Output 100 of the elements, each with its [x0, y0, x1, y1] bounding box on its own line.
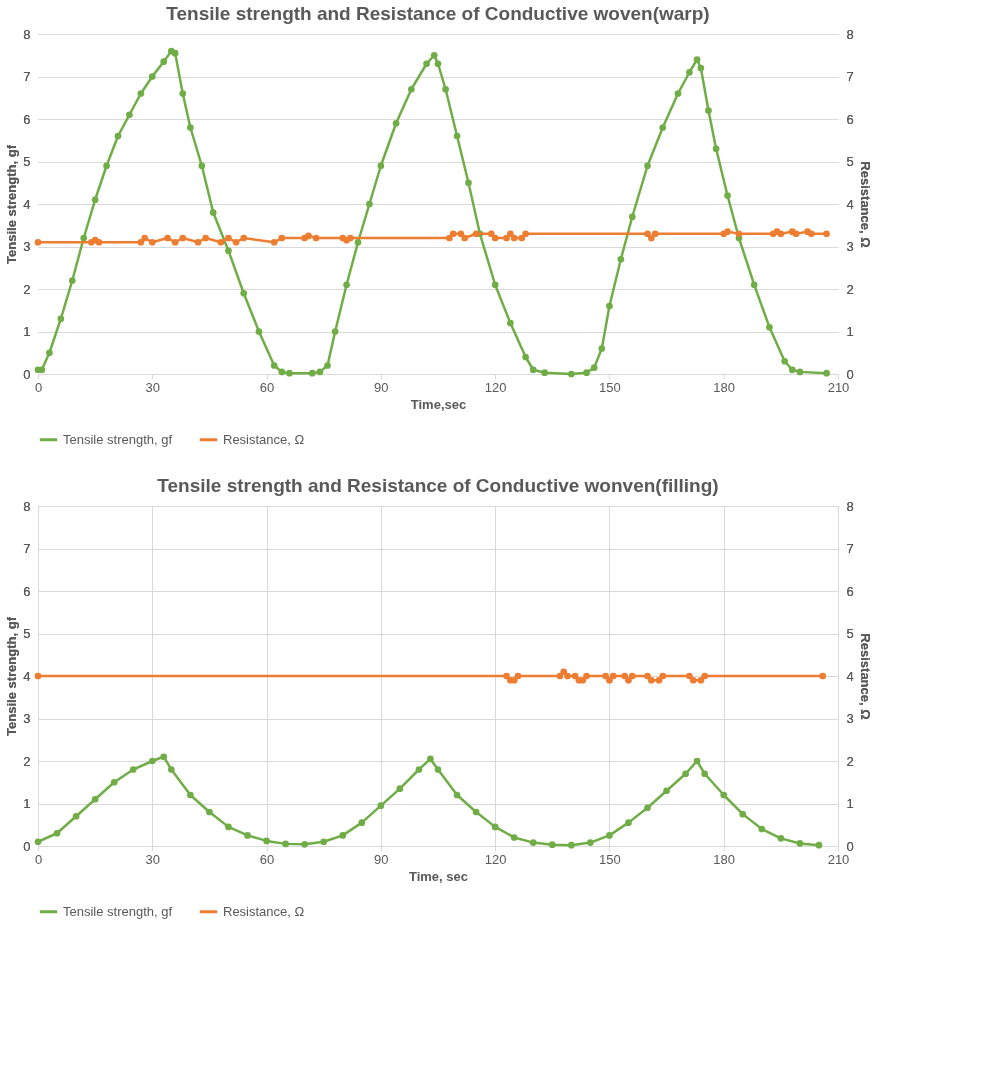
y-tick-label: 7	[23, 541, 31, 556]
point	[427, 755, 434, 763]
point	[167, 766, 175, 773]
x-axis-title: Time,sec	[410, 396, 467, 412]
y2-tick-label: 7	[846, 541, 854, 556]
point	[110, 778, 118, 786]
point	[72, 812, 80, 820]
y2-tick-label: 6	[846, 583, 854, 599]
y2-tick-label: 3	[846, 239, 854, 254]
point	[225, 823, 232, 831]
point	[91, 795, 99, 803]
x-tick-label: 60	[259, 379, 275, 395]
point	[693, 757, 701, 765]
x-axis-title: Time, sec	[408, 868, 469, 884]
x-tick-label: 150	[599, 379, 621, 395]
point	[187, 791, 194, 799]
x-tick-label: 90	[374, 851, 389, 867]
x-tick-label: 210	[827, 851, 850, 867]
x-tick-label: 30	[145, 851, 161, 867]
point	[815, 841, 823, 849]
y2-axis-title: Resistance, Ω	[857, 633, 873, 720]
y-tick-label: 8	[23, 26, 31, 42]
x-tick-label: 60	[259, 851, 275, 867]
y-tick-label: 1	[23, 796, 31, 811]
y2-tick-label: 6	[846, 111, 854, 127]
point	[320, 838, 328, 846]
point	[644, 804, 651, 812]
point	[758, 825, 766, 833]
point	[701, 770, 709, 778]
point	[625, 819, 632, 826]
x-tick-label: 120	[484, 379, 507, 395]
point	[301, 840, 309, 848]
x-tick-label: 180	[713, 851, 736, 867]
x-tick-label: 0	[34, 379, 43, 395]
y2-tick-label: 8	[846, 26, 854, 42]
point	[396, 785, 404, 792]
y-tick-label: 6	[23, 111, 31, 127]
y2-tick-label: 4	[846, 196, 854, 212]
legend-label: Resistance, Ω	[223, 431, 305, 447]
y-tick-label: 8	[23, 498, 31, 514]
point	[160, 753, 168, 761]
y-axis-title: Tensile strength, gf	[4, 616, 20, 736]
point	[148, 757, 156, 765]
y-tick-label: 2	[23, 753, 31, 769]
y-tick-label: 6	[23, 583, 31, 599]
point	[548, 841, 556, 849]
y-tick-label: 5	[23, 626, 31, 641]
y2-tick-label: 4	[846, 668, 854, 684]
y2-tick-label: 1	[846, 324, 854, 339]
y-tick-label: 4	[23, 668, 31, 684]
y2-axis-title: Resistance, Ω	[857, 161, 873, 248]
point	[529, 839, 537, 846]
point	[796, 840, 804, 847]
y-tick-label: 3	[23, 711, 31, 726]
y2-tick-label: 0	[846, 838, 854, 854]
point	[34, 838, 42, 846]
point	[682, 770, 689, 778]
y2-tick-label: 5	[846, 154, 854, 169]
y2-tick-label: 2	[846, 753, 854, 769]
x-tick-label: 120	[484, 851, 507, 867]
point	[53, 829, 61, 837]
y2-tick-label: 1	[846, 796, 854, 811]
point	[206, 808, 213, 816]
x-tick-label: 150	[599, 851, 621, 867]
x-tick-label: 210	[827, 379, 850, 395]
point	[282, 840, 289, 848]
y-tick-label: 7	[23, 69, 31, 84]
y2-tick-label: 0	[846, 366, 854, 382]
point	[453, 791, 461, 799]
point	[491, 823, 499, 831]
y-tick-label: 4	[23, 196, 31, 212]
point	[510, 834, 518, 841]
legend-label: Tensile strength, gf	[63, 431, 173, 447]
point	[720, 791, 728, 799]
y-axis-title: Tensile strength, gf	[4, 144, 20, 264]
point	[567, 841, 575, 849]
point	[739, 810, 747, 818]
y-tick-label: 0	[23, 838, 31, 854]
point	[434, 766, 442, 773]
x-tick-label: 90	[374, 379, 389, 395]
chart-title: Tensile strength and Resistance of Conductive woven(warp)	[166, 3, 710, 24]
y2-tick-label: 7	[846, 69, 854, 84]
x-tick-label: 30	[145, 379, 161, 395]
y-tick-label: 1	[23, 324, 31, 339]
chart-title: Tensile strength and Resistance of Conductive wonven(filling)	[157, 475, 719, 496]
point	[263, 837, 270, 845]
y2-tick-label: 8	[846, 498, 854, 514]
point	[606, 832, 613, 839]
point	[129, 766, 137, 773]
point	[358, 819, 366, 826]
point	[415, 766, 423, 773]
legend-label: Tensile strength, gf	[63, 903, 173, 919]
x-tick-label: 180	[713, 379, 736, 395]
point	[377, 802, 385, 809]
point	[587, 839, 594, 846]
legend-label: Resistance, Ω	[223, 903, 305, 919]
y-tick-label: 3	[23, 239, 31, 254]
point	[663, 787, 670, 795]
y-tick-label: 5	[23, 154, 31, 169]
y2-tick-label: 5	[846, 626, 854, 641]
